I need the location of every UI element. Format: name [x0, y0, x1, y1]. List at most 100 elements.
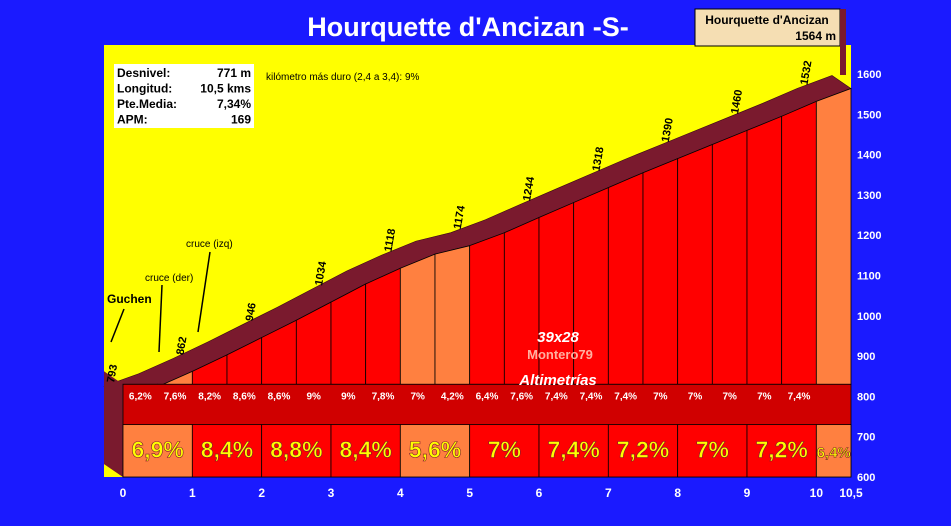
profile-column [607, 172, 644, 385]
km-segment [815, 424, 852, 478]
km-grade-label: 7,2% [755, 437, 807, 463]
hardest-km-note: kilómetro más duro (2,4 a 3,4): 9% [266, 72, 420, 83]
y-tick-label: 900 [857, 351, 875, 363]
half-km-grade-label: 8,2% [198, 391, 221, 402]
altitude-label: 1118 [382, 228, 398, 253]
km-segment [469, 424, 540, 478]
stats-box-bg [114, 64, 254, 128]
y-axis: 600 700 800 900 1000 1100 1200 1300 1400 1500 1600 [857, 69, 881, 484]
half-km-grade-label: 7,8% [372, 391, 395, 402]
km-grade-label: 7% [696, 437, 729, 463]
center-label-author: Montero79 [527, 347, 593, 362]
profile-column [330, 283, 367, 385]
y-tick-label: 700 [857, 432, 875, 444]
annotation-pointer [110, 308, 125, 343]
annotation-label: cruce (izq) [186, 239, 233, 250]
annotation-pointer [197, 251, 211, 333]
km-segment [746, 424, 817, 478]
km-segment [330, 424, 401, 478]
stat-label: Desnivel: [117, 66, 170, 80]
annotation-pointer [158, 284, 163, 353]
y-tick-label: 1100 [857, 271, 881, 283]
profile-column [434, 245, 471, 385]
y-tick-label: 1200 [857, 230, 881, 242]
km-grade-label: 7% [488, 437, 521, 463]
lower-band-group: 6,9% 8,4% 8,8% 8,4% 5,6% 7% 7,4% 7,2% 7% 7,2% 6,4%… [104, 371, 852, 478]
altitude-label: 946 [244, 302, 259, 322]
altitude-label: 1460 [729, 89, 745, 115]
center-label-gearing: 39x28 [537, 329, 579, 346]
y-tick-label: 1400 [857, 150, 881, 162]
x-tick-label: 10 [810, 486, 824, 500]
profile-column [642, 158, 679, 385]
km-segment [261, 424, 332, 478]
km-grade-label: 6,9% [131, 437, 183, 463]
half-km-grade-label: 7% [410, 391, 425, 402]
x-tick-label: 9 [744, 486, 751, 500]
profile-column [746, 115, 783, 385]
half-km-grade-label: 7% [722, 391, 737, 402]
profile-column [469, 232, 505, 385]
x-tick-label: 5 [466, 486, 473, 500]
y-tick-label: 1600 [857, 69, 881, 81]
y-tick-label: 600 [857, 472, 875, 484]
km-grade-label: 7,4% [547, 437, 599, 463]
annotation-label: cruce (der) [145, 273, 193, 284]
profile-group [103, 75, 852, 477]
profile-column [399, 253, 436, 385]
km-segment [191, 424, 263, 478]
km-grade-label: 6,4% [817, 445, 851, 462]
x-tick-label: 3 [328, 486, 335, 500]
summit-altitude: 1564 m [795, 29, 836, 43]
stat-label: APM: [117, 113, 148, 127]
y-tick-label: 800 [857, 391, 875, 403]
stat-label: Pte.Media: [117, 97, 177, 111]
altitude-label: 1390 [660, 117, 676, 143]
altitude-label: 1318 [590, 146, 606, 172]
x-tick-label: 10,5 [839, 486, 863, 500]
x-tick-label: 7 [605, 486, 612, 500]
annotation-label: Guchen [107, 292, 152, 306]
half-km-grade-label: 7,4% [545, 391, 568, 402]
half-km-grade-label: 7% [757, 391, 772, 402]
x-tick-label: 6 [536, 486, 543, 500]
x-tick-label: 0 [120, 486, 127, 500]
x-tick-label: 2 [258, 486, 265, 500]
center-label-brand: Altimetrías [518, 372, 597, 389]
stat-value: 7,34% [217, 97, 251, 111]
profile-column [781, 100, 817, 385]
altitude-label: 1532 [798, 60, 814, 86]
stat-value: 10,5 kms [200, 82, 251, 96]
summit-pole [840, 9, 846, 75]
half-km-grade-label: 7,4% [788, 391, 811, 402]
half-km-grade-label: 9% [341, 391, 356, 402]
half-km-grade-label: 7,4% [614, 391, 637, 402]
y-tick-label: 1000 [857, 311, 881, 323]
km-grade-label: 8,4% [201, 437, 253, 463]
x-tick-label: 8 [674, 486, 681, 500]
km-grade-label: 8,4% [339, 437, 391, 463]
chart-title: Hourquette d'Ancizan -S- [307, 12, 628, 42]
half-km-grade-label: 7% [688, 391, 703, 402]
stat-value: 169 [231, 113, 251, 127]
half-km-grade-label: 4,2% [441, 391, 464, 402]
stat-value: 771 m [217, 66, 251, 80]
altitude-labels: 793 862 946 1034 1118 1174 1244 1318 1390 1460 153… [105, 60, 814, 384]
half-km-grade-label: 6,2% [129, 391, 152, 402]
km-grade-label: 8,8% [270, 437, 322, 463]
profile-column [815, 87, 852, 385]
band-side-wall [104, 371, 123, 477]
stat-label: Longitud: [117, 82, 172, 96]
km-grade-label: 7,2% [617, 437, 669, 463]
altitude-label: 1034 [313, 260, 329, 287]
km-segment [677, 424, 748, 478]
km-grade-label: 5,6% [409, 437, 461, 463]
profile-column [711, 129, 748, 385]
km-segment [538, 424, 609, 478]
y-tick-label: 1500 [857, 109, 881, 121]
half-km-grade-label: 7% [653, 391, 668, 402]
half-km-grade-label: 9% [306, 391, 321, 402]
half-km-grade-label: 8,6% [268, 391, 291, 402]
